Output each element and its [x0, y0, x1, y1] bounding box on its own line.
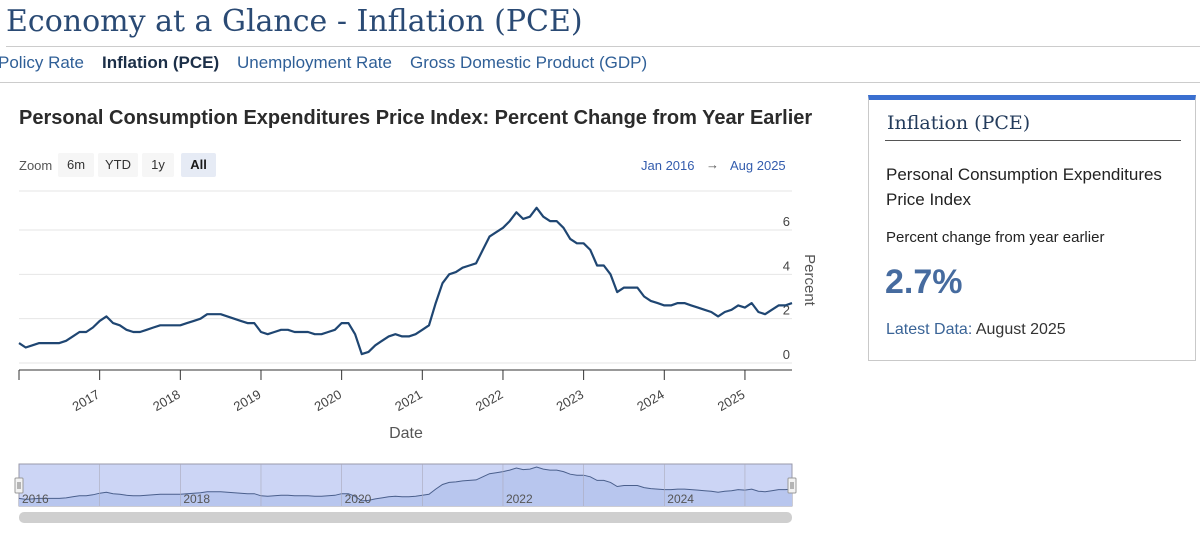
latest-data-label: Latest Data:	[886, 321, 973, 338]
navigator-tick-label: 2024	[667, 492, 694, 506]
range-to-input[interactable]: Aug 2025	[730, 158, 786, 173]
chart-svg: 0 2 4 6 Percent 2017 2018 2019 2020 2021 2022 202…	[14, 190, 818, 523]
card-series-name: Personal Consumption Expenditures Price …	[886, 165, 1162, 209]
x-axis: 2017 2018 2019 2020 2021 2022 2023 2024 2025	[18, 369, 792, 414]
y-tick-label: 6	[783, 214, 790, 229]
navigator[interactable]: 2016 2018 2020 2022 2024	[14, 463, 797, 523]
navigator-left-handle[interactable]	[14, 477, 24, 494]
zoom-1y-button[interactable]: 1y	[142, 153, 174, 177]
latest-data-value: August 2025	[975, 321, 1066, 338]
y-axis-ticks: 0 2 4 6	[783, 214, 790, 362]
page-title: Economy at a Glance - Inflation (PCE)	[6, 0, 1200, 47]
x-tick-label: 2018	[150, 387, 183, 414]
y-tick-label: 0	[783, 347, 790, 362]
x-tick-label: 2021	[392, 387, 425, 414]
tab-gdp[interactable]: Gross Domestic Product (GDP)	[410, 53, 648, 72]
summary-card: Inflation (PCE) Personal Consumption Exp…	[868, 95, 1196, 361]
navigator-tick-label: 2022	[506, 492, 533, 506]
tab-inflation-pce[interactable]: Inflation (PCE)	[102, 53, 220, 72]
x-axis-label: Date	[389, 425, 423, 442]
tab-bar: Policy Rate Inflation (PCE) Unemployment…	[0, 46, 1200, 83]
x-tick-label: 2020	[312, 387, 345, 414]
x-tick-label: 2019	[231, 387, 264, 414]
x-tick-label: 2023	[554, 387, 587, 414]
x-tick-label: 2017	[70, 387, 103, 414]
card-latest-value: 2.7%	[885, 263, 963, 301]
navigator-tick-label: 2016	[22, 492, 49, 506]
card-title: Inflation (PCE)	[887, 112, 1031, 134]
y-axis-label: Percent	[801, 254, 818, 307]
tab-unemployment-rate[interactable]: Unemployment Rate	[237, 53, 392, 72]
tab-policy-rate[interactable]: Policy Rate	[0, 53, 84, 72]
y-tick-label: 2	[783, 303, 790, 318]
zoom-6m-button[interactable]: 6m	[58, 153, 94, 177]
grid	[19, 190, 792, 364]
zoom-ytd-button[interactable]: YTD	[98, 153, 138, 177]
card-latest-date: Latest Data: August 2025	[886, 321, 1066, 339]
navigator-tick-label: 2020	[345, 492, 372, 506]
range-from-input[interactable]: Jan 2016	[641, 158, 695, 173]
navigator-tick-label: 2018	[183, 492, 210, 506]
series-line	[18, 206, 793, 356]
chart-title: Personal Consumption Expenditures Price …	[19, 107, 813, 129]
navigator-area	[19, 467, 792, 506]
card-subtitle: Percent change from year earlier	[886, 229, 1105, 246]
range-arrow-icon: →	[706, 157, 719, 172]
zoom-all-button[interactable]: All	[181, 153, 216, 177]
x-tick-label: 2024	[634, 387, 667, 414]
navigator-right-handle[interactable]	[787, 477, 797, 494]
zoom-label: Zoom	[19, 158, 53, 173]
x-tick-label: 2022	[473, 387, 506, 414]
card-divider	[885, 140, 1181, 141]
y-tick-label: 4	[783, 258, 790, 273]
x-tick-label: 2025	[715, 387, 748, 414]
navigator-line	[18, 466, 793, 502]
navigator-scrollbar[interactable]	[19, 512, 792, 523]
